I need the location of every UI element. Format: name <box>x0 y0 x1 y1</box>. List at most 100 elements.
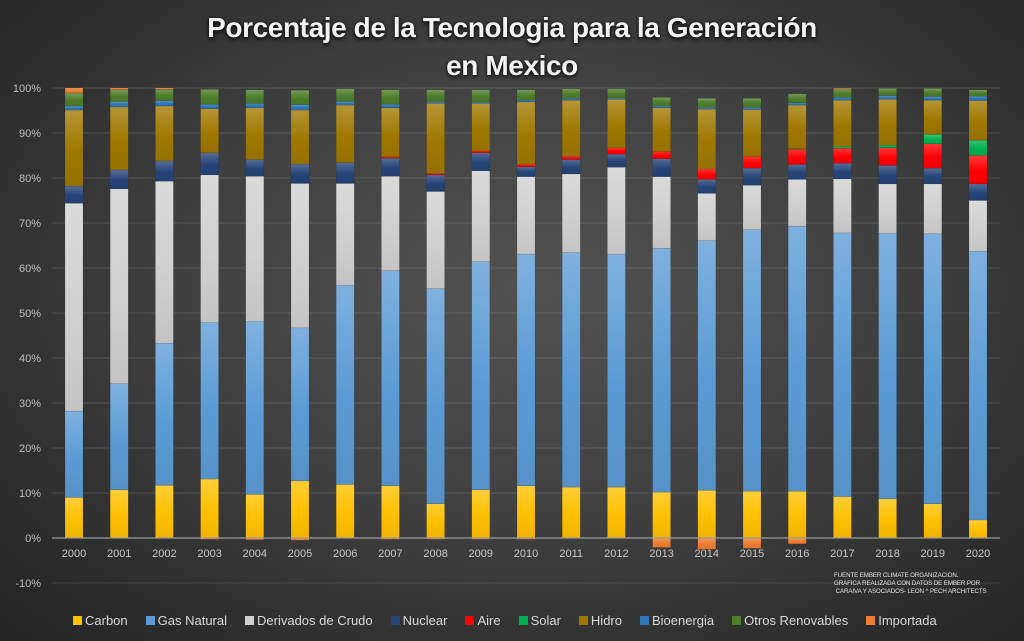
bar-nuclear-2004[interactable] <box>245 159 265 177</box>
bar-bioenergia-2019[interactable] <box>923 96 943 101</box>
bar-carbon-2005[interactable] <box>290 480 310 539</box>
bar-bioenergia-2020[interactable] <box>968 95 988 101</box>
bar-nuclear-2011[interactable] <box>561 159 581 175</box>
bar-otros-renovables-2008[interactable] <box>426 89 445 102</box>
bar-gas-natural-2002[interactable] <box>155 342 174 486</box>
bar-solar-2019[interactable] <box>923 134 943 145</box>
bar-gas-natural-2008[interactable] <box>426 288 445 505</box>
bar-gas-natural-2003[interactable] <box>200 322 219 480</box>
bar-nuclear-2001[interactable] <box>109 169 129 190</box>
bar-gas-natural-2012[interactable] <box>607 253 626 488</box>
bar-otros-renovables-2014[interactable] <box>697 98 717 108</box>
bar-aire-2019[interactable] <box>923 143 943 169</box>
bar-derivados-de-crudo-2018[interactable] <box>878 183 897 234</box>
bar-solar-2017[interactable] <box>833 146 852 149</box>
bar-otros-renovables-2001[interactable] <box>109 89 129 102</box>
bar-carbon-2015[interactable] <box>742 490 762 539</box>
bar-gas-natural-2020[interactable] <box>968 251 988 521</box>
bar-importada-2000[interactable] <box>64 87 84 94</box>
bar-aire-2016[interactable] <box>787 148 807 165</box>
bar-derivados-de-crudo-2004[interactable] <box>245 175 265 322</box>
bar-importada-2001[interactable] <box>109 87 129 91</box>
bar-otros-renovables-2006[interactable] <box>335 88 355 102</box>
bar-hidro-2010[interactable] <box>516 101 536 165</box>
bar-derivados-de-crudo-2006[interactable] <box>335 183 355 286</box>
bar-otros-renovables-2007[interactable] <box>381 89 400 105</box>
bar-hidro-2011[interactable] <box>561 99 581 157</box>
bar-gas-natural-2014[interactable] <box>697 240 717 491</box>
bar-derivados-de-crudo-2000[interactable] <box>64 202 84 412</box>
bar-nuclear-2016[interactable] <box>787 164 807 180</box>
bar-carbon-2003[interactable] <box>200 478 219 539</box>
bar-gas-natural-2010[interactable] <box>516 253 536 487</box>
bar-hidro-2000[interactable] <box>64 109 84 187</box>
bar-carbon-2020[interactable] <box>968 519 988 539</box>
bar-bioenergia-2005[interactable] <box>290 104 310 111</box>
bar-derivados-de-crudo-2007[interactable] <box>381 175 400 271</box>
bar-hidro-2019[interactable] <box>923 99 943 135</box>
bar-otros-renovables-2020[interactable] <box>968 89 988 97</box>
bar-hidro-2012[interactable] <box>607 99 626 149</box>
bar-gas-natural-2018[interactable] <box>878 233 897 500</box>
bar-otros-renovables-2009[interactable] <box>471 89 491 103</box>
bar-hidro-2001[interactable] <box>109 106 129 171</box>
bar-derivados-de-crudo-2009[interactable] <box>471 170 491 262</box>
bar-otros-renovables-2018[interactable] <box>878 88 897 96</box>
bar-aire-2010[interactable] <box>516 164 536 167</box>
bar-nuclear-2020[interactable] <box>968 183 988 201</box>
bar-aire-2011[interactable] <box>561 156 581 160</box>
bar-bioenergia-2007[interactable] <box>381 103 400 109</box>
legend-item-otros-renovables[interactable]: Otros Renovables <box>732 613 848 628</box>
bar-otros-renovables-2019[interactable] <box>923 88 943 97</box>
bar-bioenergia-2018[interactable] <box>878 95 897 100</box>
bar-gas-natural-2006[interactable] <box>335 284 355 485</box>
bar-otros-renovables-2017[interactable] <box>833 88 852 98</box>
bar-aire-2015[interactable] <box>742 156 762 169</box>
bar-derivados-de-crudo-2013[interactable] <box>652 176 671 249</box>
bar-carbon-2014[interactable] <box>697 490 717 539</box>
bar-hidro-2005[interactable] <box>290 109 310 165</box>
bar-carbon-2013[interactable] <box>652 491 671 539</box>
bar-nuclear-2015[interactable] <box>742 167 762 186</box>
bar-carbon-2016[interactable] <box>787 490 807 539</box>
bar-gas-natural-2007[interactable] <box>381 270 400 487</box>
bar-nuclear-2019[interactable] <box>923 167 943 185</box>
bar-derivados-de-crudo-2014[interactable] <box>697 193 717 241</box>
bar-hidro-2008[interactable] <box>426 103 445 174</box>
bar-derivados-de-crudo-2015[interactable] <box>742 184 762 230</box>
bar-nuclear-2014[interactable] <box>697 179 717 194</box>
bar-bioenergia-2017[interactable] <box>833 97 852 101</box>
bar-nuclear-2000[interactable] <box>64 185 84 204</box>
bar-nuclear-2006[interactable] <box>335 162 355 184</box>
bar-bioenergia-2006[interactable] <box>335 101 355 106</box>
legend-item-nuclear[interactable]: Nuclear <box>390 613 447 628</box>
bar-carbon-2017[interactable] <box>833 496 852 539</box>
bar-derivados-de-crudo-2020[interactable] <box>968 200 988 252</box>
legend-item-hidro[interactable]: Hidro <box>578 613 622 628</box>
bar-otros-renovables-2002[interactable] <box>155 89 174 101</box>
bar-hidro-2006[interactable] <box>335 104 355 163</box>
bar-carbon-2019[interactable] <box>923 503 943 539</box>
bar-nuclear-2018[interactable] <box>878 165 897 185</box>
legend-item-carbon[interactable]: Carbon <box>73 613 128 628</box>
bar-otros-renovables-2016[interactable] <box>787 93 807 104</box>
bar-derivados-de-crudo-2019[interactable] <box>923 183 943 235</box>
bar-aire-2009[interactable] <box>471 150 491 154</box>
bar-carbon-2004[interactable] <box>245 494 265 539</box>
legend-item-importada[interactable]: Importada <box>866 613 937 628</box>
bar-derivados-de-crudo-2012[interactable] <box>607 166 626 255</box>
bar-derivados-de-crudo-2002[interactable] <box>155 180 174 344</box>
bar-nuclear-2010[interactable] <box>516 166 536 177</box>
bar-gas-natural-2019[interactable] <box>923 233 943 505</box>
bar-carbon-2011[interactable] <box>561 486 581 539</box>
bar-bioenergia-2015[interactable] <box>742 107 762 110</box>
bar-aire-2013[interactable] <box>652 151 671 159</box>
bar-hidro-2004[interactable] <box>245 107 265 160</box>
bar-otros-renovables-2005[interactable] <box>290 90 310 105</box>
bar-nuclear-2013[interactable] <box>652 158 671 177</box>
bar-carbon-2000[interactable] <box>64 497 84 539</box>
bar-solar-2020[interactable] <box>968 139 988 156</box>
bar-bioenergia-2008[interactable] <box>426 101 445 104</box>
bar-gas-natural-2016[interactable] <box>787 225 807 492</box>
bar-aire-2020[interactable] <box>968 155 988 185</box>
